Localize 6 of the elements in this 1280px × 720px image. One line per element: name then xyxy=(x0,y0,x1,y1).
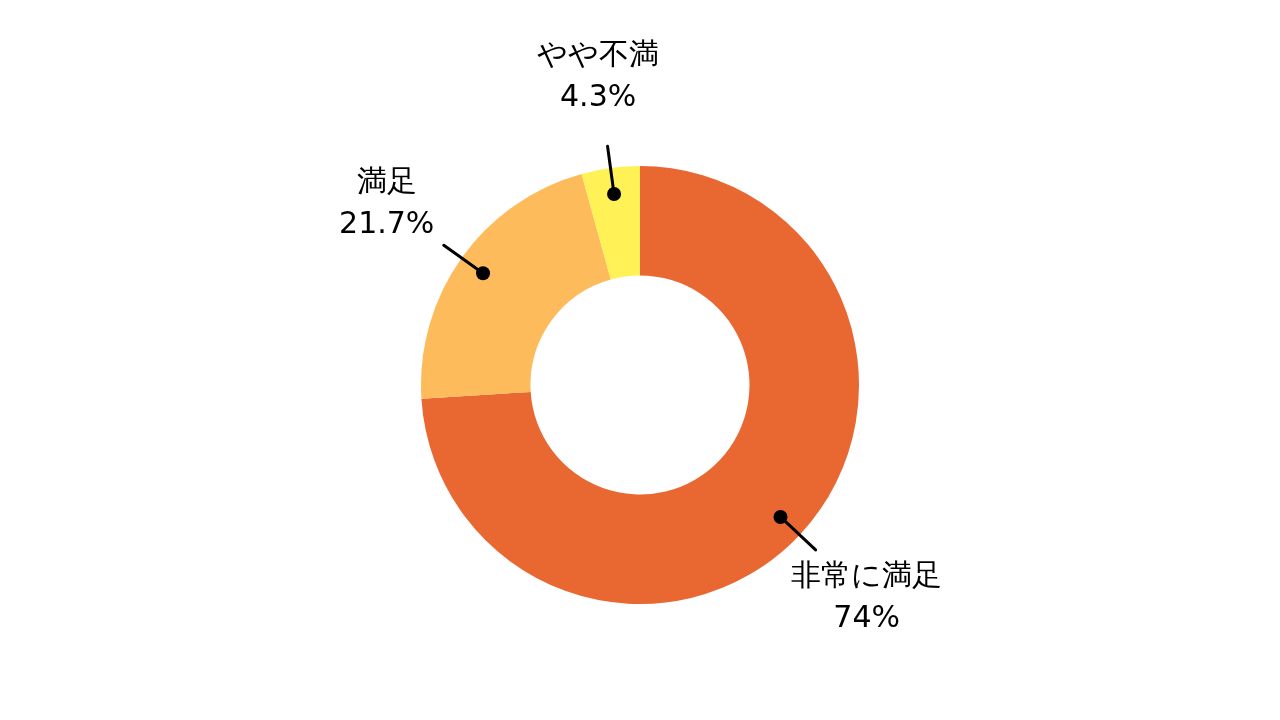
data-label: 4.3% xyxy=(560,77,637,113)
slice-label: 非常に満足 xyxy=(791,556,943,592)
slice-label: やや不満 xyxy=(537,35,660,71)
data-label: 21.7% xyxy=(339,205,435,241)
slice-label: 満足 xyxy=(356,163,417,199)
data-label: 74% xyxy=(833,598,901,634)
